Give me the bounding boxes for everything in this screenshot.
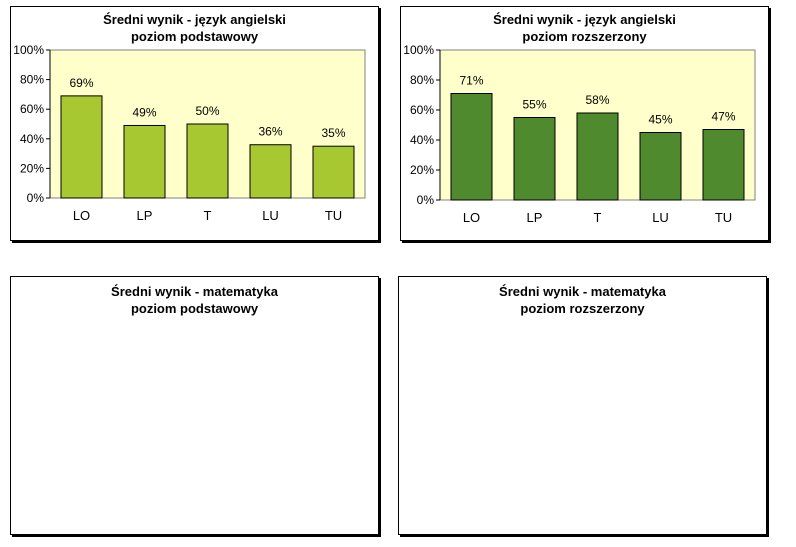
y-tick-label: 20% bbox=[410, 163, 434, 177]
bar-lo bbox=[450, 93, 493, 201]
chart-title: Średni wynik - matematyka poziom rozszer… bbox=[399, 283, 766, 317]
bar-chart-english-extended: 0% 20% 40% 60% 80% 100% 71% LO 55% LP 58% T 45% LU 47%… bbox=[403, 43, 756, 225]
data-label: 55% bbox=[522, 98, 546, 112]
y-tick-label: 100% bbox=[403, 43, 434, 57]
chart-title: Średni wynik - język angielski poziom ro… bbox=[401, 11, 768, 45]
data-label: 58% bbox=[585, 93, 609, 107]
x-tick-label: TU bbox=[715, 210, 732, 225]
x-tick-label: LU bbox=[262, 208, 279, 223]
chart-title-line-2: poziom podstawowy bbox=[130, 29, 259, 44]
x-tick-label: LO bbox=[463, 210, 480, 225]
bar-tu bbox=[702, 129, 745, 201]
bar-chart-math-extended: 0%20%40%60%80%100%56%LO17%LP27%T23%LU0,4… bbox=[399, 277, 766, 534]
x-tick-label: T bbox=[594, 210, 602, 225]
chart-title-line-1: Średni wynik - matematyka bbox=[499, 284, 666, 299]
bar-lp bbox=[513, 117, 556, 201]
chart-panel-math-extended: Średni wynik - matematyka poziom rozszer… bbox=[398, 276, 767, 535]
bar-lu bbox=[249, 144, 292, 199]
x-tick-label: LP bbox=[137, 208, 153, 223]
chart-title-line-2: poziom rozszerzony bbox=[522, 29, 647, 44]
chart-title-line-2: poziom podstawowy bbox=[130, 301, 259, 316]
bar-chart-english-basic: 0% 20% 40% 60% 80% 100% 69% LO 49% LP 50% T 36% LU 35%… bbox=[13, 43, 366, 223]
y-tick-label: 80% bbox=[20, 73, 44, 87]
chart-panel-english-basic: Średni wynik - język angielski poziom po… bbox=[10, 6, 379, 241]
y-tick-label: 20% bbox=[20, 161, 44, 175]
data-label: 50% bbox=[195, 104, 219, 118]
y-tick-label: 60% bbox=[20, 102, 44, 116]
bar-tu bbox=[312, 145, 355, 199]
y-tick-label: 60% bbox=[410, 103, 434, 117]
chart-title-line-1: Średni wynik - język angielski bbox=[493, 12, 676, 27]
bar-t bbox=[576, 112, 619, 201]
y-tick-label: 100% bbox=[13, 43, 44, 57]
chart-panel-math-basic: Średni wynik - matematyka poziom podstaw… bbox=[10, 276, 379, 535]
chart-title-line-1: Średni wynik - matematyka bbox=[111, 284, 278, 299]
data-label: 45% bbox=[648, 113, 672, 127]
data-label: 71% bbox=[459, 74, 483, 88]
x-tick-label: T bbox=[204, 208, 212, 223]
x-tick-label: LP bbox=[527, 210, 543, 225]
y-tick-label: 40% bbox=[410, 133, 434, 147]
data-label: 47% bbox=[711, 110, 735, 124]
chart-title: Średni wynik - język angielski poziom po… bbox=[11, 11, 378, 45]
bar-lo bbox=[60, 95, 103, 199]
chart-panel-english-extended: Średni wynik - język angielski poziom ro… bbox=[400, 6, 769, 241]
chart-title-line-2: poziom rozszerzony bbox=[520, 301, 645, 316]
data-label: 36% bbox=[258, 125, 282, 139]
y-tick-label: 0% bbox=[27, 191, 45, 205]
y-tick-label: 80% bbox=[410, 73, 434, 87]
chart-title-line-1: Średni wynik - język angielski bbox=[103, 12, 286, 27]
bar-t bbox=[186, 123, 229, 199]
bar-chart-math-basic: 0%20%40%60%80%100%58%LO41%LP47%T22%LU17%… bbox=[11, 277, 378, 534]
bar-lp bbox=[123, 124, 166, 199]
bar-lu bbox=[639, 132, 682, 201]
data-label: 35% bbox=[321, 126, 345, 140]
x-tick-label: LU bbox=[652, 210, 669, 225]
x-tick-label: TU bbox=[325, 208, 342, 223]
y-tick-label: 0% bbox=[417, 193, 435, 207]
data-label: 49% bbox=[132, 105, 156, 119]
data-label: 69% bbox=[69, 76, 93, 90]
chart-title: Średni wynik - matematyka poziom podstaw… bbox=[11, 283, 378, 317]
y-tick-label: 40% bbox=[20, 132, 44, 146]
x-tick-label: LO bbox=[73, 208, 90, 223]
